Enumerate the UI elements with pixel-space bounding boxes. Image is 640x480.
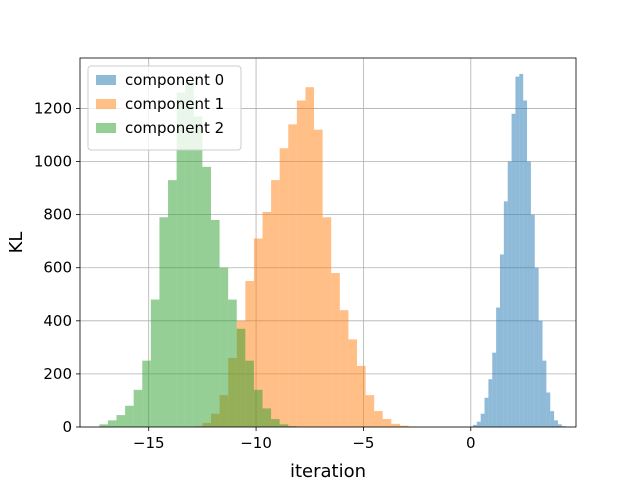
y-tick-label: 800	[43, 206, 72, 224]
histogram-bar	[107, 420, 117, 427]
histogram-bar	[557, 424, 562, 427]
histogram-bar	[245, 360, 254, 427]
series-1-bars	[193, 87, 418, 428]
histogram-bar	[554, 420, 558, 427]
y-axis-ticks: 0 200 400 600 800 1000 1200	[34, 99, 80, 436]
histogram-bar	[288, 124, 297, 427]
histogram-bar	[279, 424, 289, 427]
histogram-bar	[538, 320, 543, 427]
histogram-bar	[228, 299, 237, 427]
x-tick-label: −5	[352, 434, 374, 452]
histogram-bar	[399, 425, 409, 427]
histogram-bar	[279, 148, 289, 428]
legend-swatch	[96, 75, 116, 85]
histogram-bar	[314, 129, 323, 427]
histogram-bar	[492, 352, 497, 427]
x-tick-label: −15	[133, 434, 165, 452]
series-2-bars	[99, 81, 297, 427]
histogram-bar	[503, 201, 508, 427]
histogram-bar	[210, 219, 220, 427]
histogram-bar	[99, 424, 108, 427]
x-axis-label: iteration	[290, 461, 366, 480]
histogram-bar	[322, 217, 332, 427]
y-tick-label: 1200	[34, 99, 72, 117]
histogram-bar	[530, 214, 535, 427]
histogram-bar	[519, 73, 524, 428]
histogram-bar	[550, 411, 555, 427]
series-0-bars	[472, 73, 566, 428]
histogram-bar	[253, 238, 263, 427]
histogram-bar	[253, 389, 263, 427]
histogram-bar	[236, 328, 246, 427]
x-tick-label: 0	[466, 434, 476, 452]
histogram-bar	[480, 413, 485, 427]
histogram-bar	[116, 415, 126, 427]
histogram-bar	[472, 424, 477, 427]
histogram-bar	[488, 379, 493, 427]
histogram-bar	[168, 180, 177, 427]
histogram-bar	[374, 411, 383, 427]
y-tick-label: 600	[43, 259, 72, 277]
y-tick-label: 1000	[34, 153, 72, 171]
y-axis-label: KL	[6, 232, 27, 254]
histogram-bar	[262, 408, 272, 427]
histogram-bar	[339, 310, 349, 427]
histogram-bar	[150, 299, 160, 427]
histogram-bar	[496, 307, 500, 427]
histogram-bar	[542, 360, 547, 427]
histogram-bar	[176, 92, 186, 427]
histogram-bar	[476, 421, 481, 427]
histogram-bar	[262, 211, 272, 427]
histogram-bar	[365, 395, 375, 427]
histogram-bar	[271, 419, 280, 427]
plot-frame	[79, 57, 577, 428]
histogram-bar	[534, 267, 539, 427]
legend-swatch	[96, 99, 116, 109]
x-tick-label: −10	[240, 434, 272, 452]
histogram-bar	[511, 113, 516, 427]
legend-swatch	[96, 123, 116, 133]
histogram-bar	[523, 100, 528, 427]
histogram-bar	[484, 397, 489, 427]
histogram-bar	[296, 100, 306, 427]
legend-label: component 1	[125, 95, 224, 113]
legend-label: component 0	[125, 71, 224, 89]
histogram-bar	[515, 76, 520, 427]
legend-box	[87, 65, 242, 151]
x-axis-ticks: −15 −10 −5 0	[133, 427, 476, 452]
histogram-bar	[185, 81, 194, 427]
histogram-bar	[159, 217, 169, 427]
legend: component 0 component 1 component 2	[87, 65, 242, 151]
histogram-bar	[125, 405, 134, 427]
histogram-bar	[271, 180, 280, 427]
histogram-bars	[99, 73, 566, 428]
histogram-bar	[356, 365, 366, 427]
y-tick-label: 0	[62, 418, 72, 436]
histogram-bar	[133, 389, 143, 427]
histogram-bar	[382, 419, 392, 427]
y-tick-label: 400	[43, 312, 72, 330]
histogram-bar	[391, 423, 400, 427]
histogram-bar	[305, 87, 315, 427]
histogram-bar	[193, 116, 203, 427]
histogram-bar	[219, 267, 229, 427]
histogram-bar	[245, 280, 254, 427]
histogram-bar	[546, 392, 551, 427]
legend-label: component 2	[125, 119, 224, 137]
y-tick-label: 200	[43, 365, 72, 383]
histogram-bar	[527, 161, 531, 427]
histogram-bar	[507, 161, 512, 427]
histogram-bar	[142, 360, 151, 427]
histogram-bar	[348, 339, 357, 427]
histogram-bar	[499, 254, 504, 427]
histogram-bar	[331, 273, 340, 427]
histogram-bar	[202, 166, 211, 427]
